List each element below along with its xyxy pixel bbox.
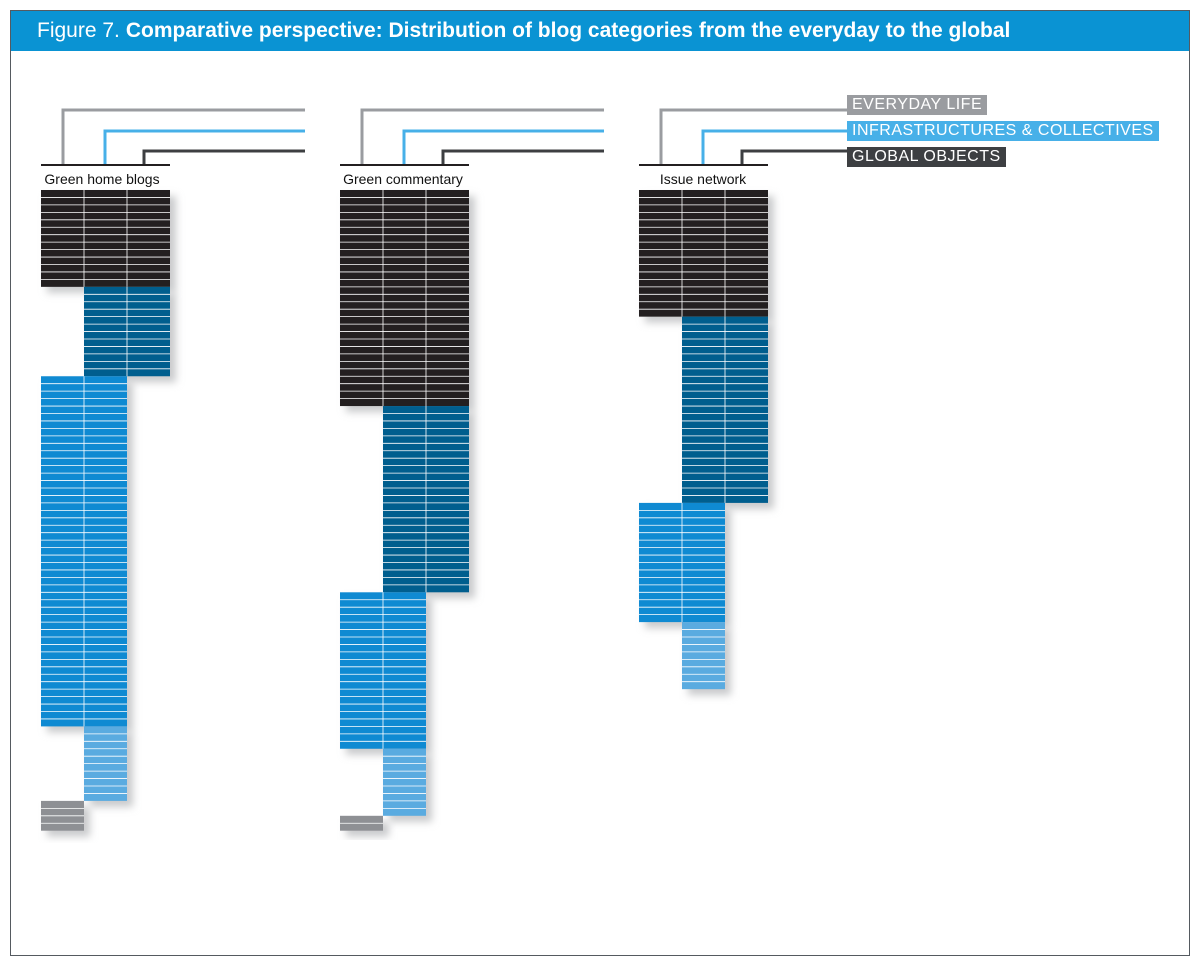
legend-infrastructures: INFRASTRUCTURES & COLLECTIVES	[847, 121, 1159, 141]
legend-everyday-life: EVERYDAY LIFE	[847, 95, 988, 115]
figure-title-bar: Figure 7. Comparative perspective: Distr…	[11, 11, 1189, 51]
legend-global-objects: GLOBAL OBJECTS	[847, 147, 1006, 167]
legend-connectors	[41, 108, 847, 166]
bar-block-1-0	[340, 190, 469, 407]
group-label-issue-network: Issue network	[659, 171, 747, 187]
group-label-green-commentary: Green commentary	[343, 171, 463, 187]
bar-block-2-3	[682, 622, 725, 690]
bar-block-0-0	[41, 190, 170, 287]
figure-number: Figure 7.	[37, 19, 120, 42]
bar-blocks	[41, 190, 768, 831]
figure-title: Comparative perspective: Distribution of…	[125, 19, 1011, 42]
group-label-green-home-blogs: Green home blogs	[44, 171, 160, 187]
bar-block-2-0	[639, 190, 768, 317]
figure-frame	[10, 10, 1190, 956]
bar-block-1-3	[383, 748, 426, 816]
